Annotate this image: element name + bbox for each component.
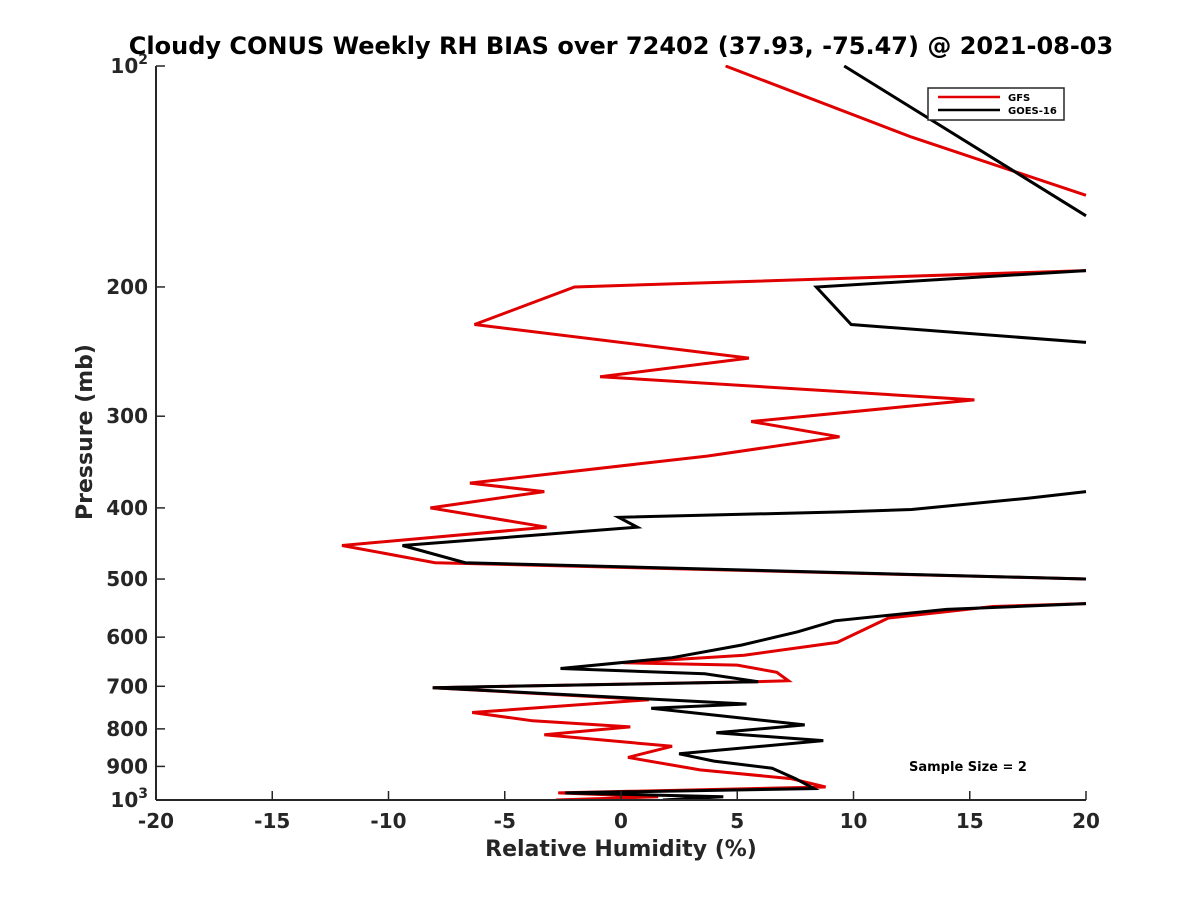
x-tick-label: -15 (254, 809, 290, 833)
y-tick-label: 400 (106, 496, 148, 520)
legend: GFS GOES-16 (927, 87, 1065, 121)
y-tick-label: 200 (106, 275, 148, 299)
legend-box (927, 87, 1065, 121)
x-tick-label: 0 (614, 809, 628, 833)
x-tick-label: -20 (138, 809, 174, 833)
series-line-gfs-1 (341, 269, 1087, 581)
series-line-goes-16-0 (843, 65, 1087, 218)
y-tick-label: 700 (106, 674, 148, 698)
y-axis-label: Pressure (mb) (73, 344, 98, 520)
sample-size-note: Sample Size = 2 (909, 760, 1027, 775)
series-line-gfs-0 (725, 65, 1087, 197)
x-tick-label: 15 (956, 809, 984, 833)
x-tick-label: -10 (370, 809, 406, 833)
series-goes-16 (402, 65, 1087, 801)
x-axis-label: Relative Humidity (%) (485, 837, 757, 862)
y-tick-label: 900 (106, 754, 148, 778)
y-tick-label: 103 (110, 786, 148, 812)
series-layer (341, 65, 1087, 801)
x-tick-label: 5 (730, 809, 744, 833)
legend-label-gfs: GFS (1008, 93, 1030, 104)
y-tick-label: 600 (106, 625, 148, 649)
series-line-goes-16-2 (402, 490, 1087, 581)
x-tick-label: 20 (1072, 809, 1100, 833)
series-line-goes-16-1 (813, 269, 1087, 344)
series-line-goes-16-3 (432, 602, 1087, 801)
y-tick-label: 800 (106, 717, 148, 741)
legend-label-goes-16: GOES-16 (1008, 106, 1057, 117)
y-tick-label: 102 (110, 52, 148, 78)
axes-layer: -20 -15 -10 -5 0 5 10 15 20 102 200 300 400 500 600 700… (106, 52, 1100, 833)
chart-title: Cloudy CONUS Weekly RH BIAS over 72402 (… (129, 32, 1113, 60)
x-tick-label: 10 (840, 809, 868, 833)
y-tick-label: 500 (106, 567, 148, 591)
x-tick-label: -5 (494, 809, 516, 833)
y-tick-label: 300 (106, 404, 148, 428)
